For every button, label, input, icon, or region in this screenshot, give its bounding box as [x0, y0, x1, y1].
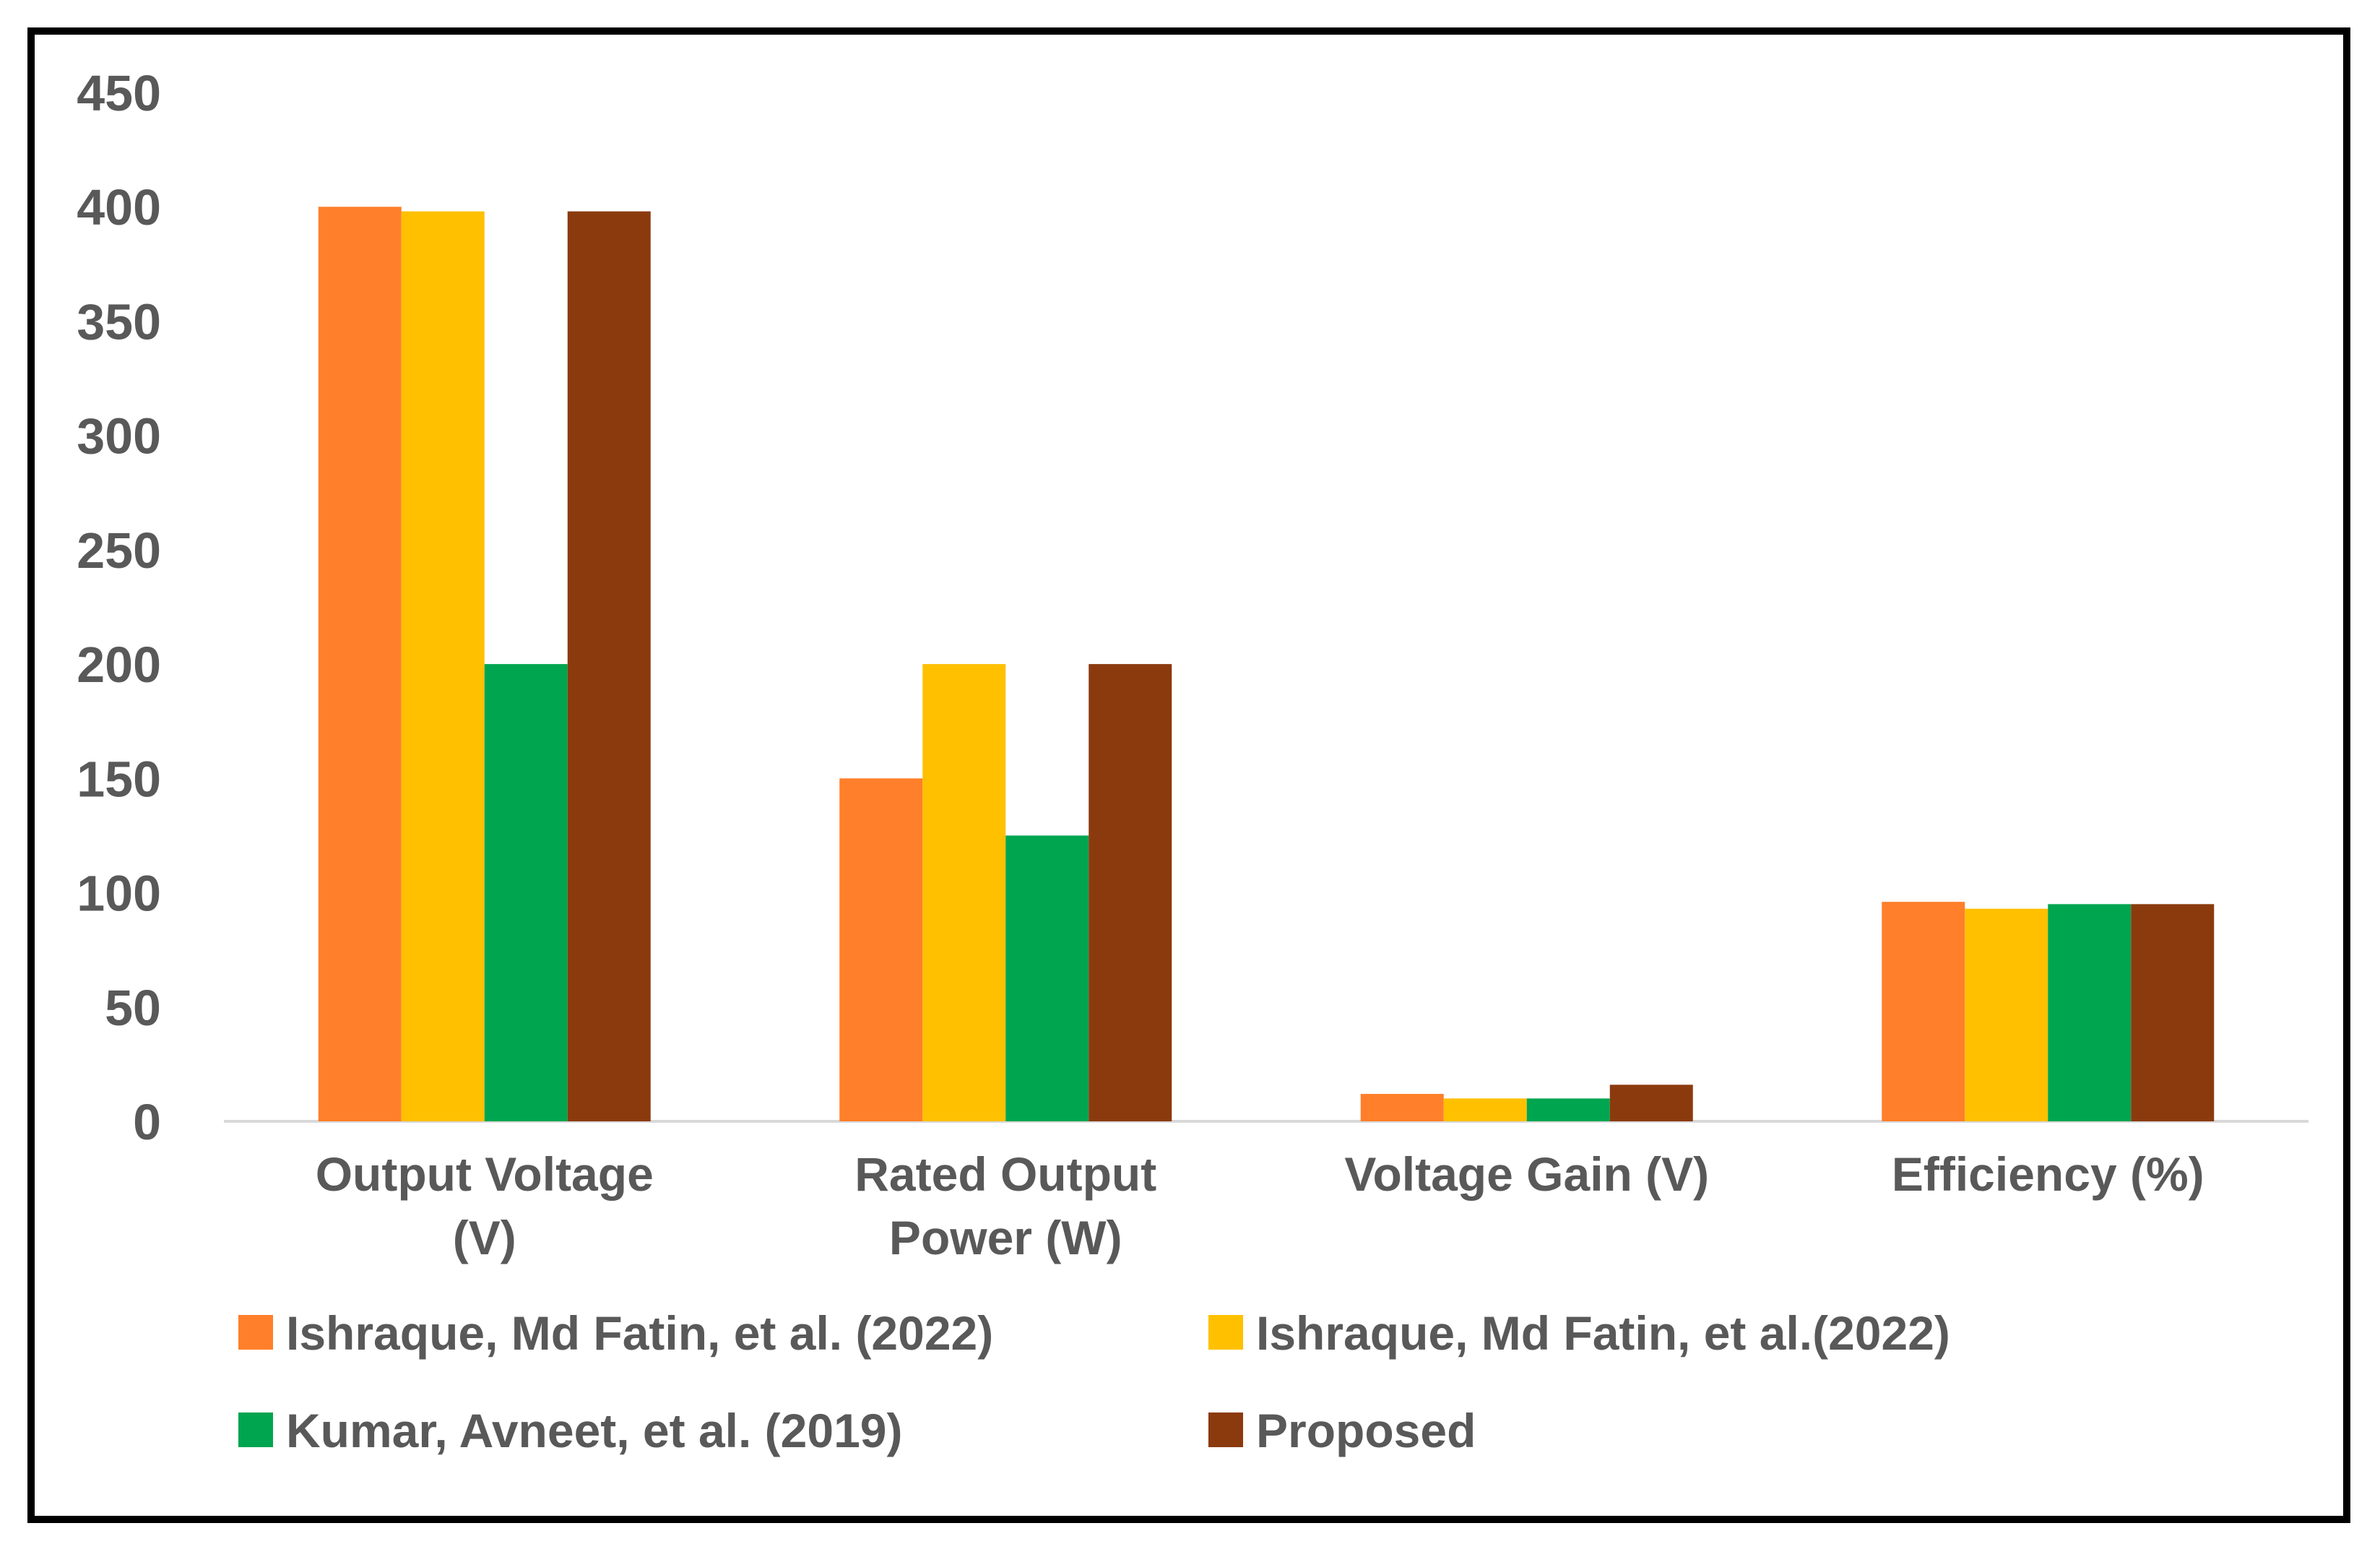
- x-category-label: Efficiency (%): [1892, 1147, 2204, 1201]
- legend-label: Ishraque, Md Fatin, et al. (2022): [286, 1306, 993, 1360]
- legend-swatch: [238, 1315, 273, 1350]
- bar-4-cat-3: [1609, 1084, 1693, 1121]
- bar-2-cat-4: [1965, 908, 2048, 1121]
- y-tick-label: 50: [105, 980, 161, 1036]
- bar-3-cat-4: [2048, 904, 2132, 1121]
- x-category-label: Voltage Gain (V): [1344, 1147, 1709, 1201]
- bar-3-cat-2: [1005, 835, 1089, 1121]
- bar-1-cat-3: [1360, 1094, 1444, 1121]
- legend-swatch: [1208, 1412, 1243, 1447]
- y-tick-label: 400: [77, 179, 161, 236]
- chart-frame: 0 50 100 150 200 250 300 350 400 450 Output Voltag…: [27, 27, 2350, 1523]
- bar-1-cat-4: [1882, 902, 1965, 1121]
- bar-4-cat-2: [1089, 664, 1172, 1121]
- bar-1-cat-1: [318, 207, 402, 1122]
- legend-label: Ishraque, Md Fatin, et al.(2022): [1256, 1306, 1950, 1360]
- y-tick-label: 0: [133, 1094, 161, 1150]
- bar-1-cat-2: [839, 778, 923, 1121]
- bar-4-cat-1: [567, 211, 651, 1121]
- legend-swatch: [238, 1412, 273, 1447]
- y-tick-label: 350: [77, 293, 161, 350]
- x-category-label: Rated Output: [854, 1147, 1156, 1201]
- legend-label: Proposed: [1256, 1404, 1476, 1457]
- legend-swatch: [1208, 1315, 1243, 1350]
- bar-chart: 0 50 100 150 200 250 300 350 400 450 Output Voltag…: [77, 65, 2308, 1457]
- bar-2-cat-3: [1443, 1098, 1527, 1121]
- x-category-label: Power (W): [889, 1211, 1122, 1264]
- y-tick-label: 450: [77, 65, 161, 121]
- y-tick-label: 200: [77, 637, 161, 693]
- y-tick-label: 250: [77, 522, 161, 579]
- legend-label: Kumar, Avneet, et al. (2019): [286, 1404, 902, 1457]
- bar-2-cat-2: [922, 664, 1006, 1121]
- y-tick-label: 100: [77, 866, 161, 922]
- y-tick-label: 150: [77, 751, 161, 807]
- bar-3-cat-3: [1526, 1098, 1610, 1121]
- x-category-label: Output Voltage: [316, 1147, 654, 1201]
- x-category-label: (V): [453, 1211, 516, 1264]
- bar-2-cat-1: [401, 211, 485, 1121]
- bar-3-cat-1: [484, 664, 568, 1121]
- bar-4-cat-4: [2131, 904, 2215, 1121]
- y-tick-label: 300: [77, 408, 161, 465]
